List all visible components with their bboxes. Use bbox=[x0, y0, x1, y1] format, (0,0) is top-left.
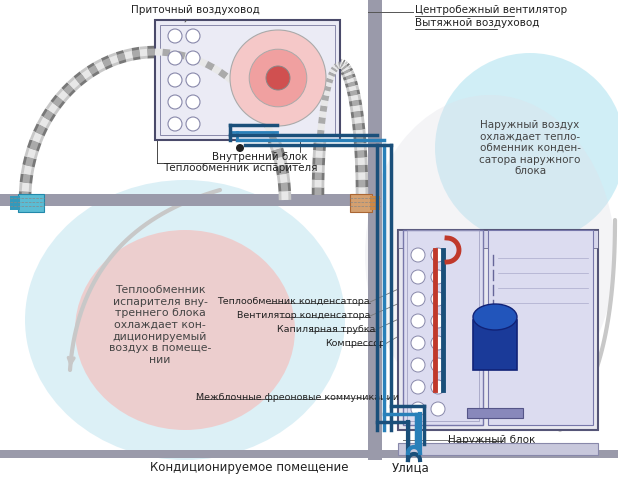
Bar bbox=[403, 230, 483, 425]
Bar bbox=[155, 20, 340, 140]
Circle shape bbox=[435, 53, 618, 243]
Circle shape bbox=[431, 358, 445, 372]
Bar bbox=[370, 196, 380, 210]
Text: Вентилятор конденсатора: Вентилятор конденсатора bbox=[237, 312, 370, 320]
Bar bbox=[368, 0, 382, 460]
Ellipse shape bbox=[365, 95, 615, 415]
Text: Теплообменник испарителя: Теплообменник испарителя bbox=[163, 163, 317, 173]
Circle shape bbox=[186, 29, 200, 43]
Text: Центробежный вентилятор: Центробежный вентилятор bbox=[415, 5, 567, 15]
Ellipse shape bbox=[473, 304, 517, 330]
Circle shape bbox=[236, 144, 244, 152]
Text: Наружный воздух
охлаждает тепло-
обменник конден-
сатора наружного
блока: Наружный воздух охлаждает тепло- обменни… bbox=[480, 120, 581, 176]
Ellipse shape bbox=[25, 180, 345, 460]
Bar bbox=[398, 230, 598, 430]
Bar bbox=[467, 408, 523, 418]
Bar bbox=[398, 230, 598, 248]
Ellipse shape bbox=[75, 230, 295, 430]
Circle shape bbox=[186, 117, 200, 131]
Circle shape bbox=[186, 73, 200, 87]
Circle shape bbox=[411, 358, 425, 372]
Circle shape bbox=[431, 314, 445, 328]
Text: Теплообменник конденсатора: Теплообменник конденсатора bbox=[218, 298, 370, 306]
Circle shape bbox=[168, 51, 182, 65]
Circle shape bbox=[168, 117, 182, 131]
Circle shape bbox=[411, 270, 425, 284]
Circle shape bbox=[431, 336, 445, 350]
Text: Приточный воздуховод: Приточный воздуховод bbox=[130, 5, 260, 22]
Bar bbox=[10, 196, 20, 210]
Circle shape bbox=[411, 292, 425, 306]
Circle shape bbox=[411, 402, 425, 416]
Text: Вытяжной воздуховод: Вытяжной воздуховод bbox=[415, 18, 540, 28]
Bar bbox=[488, 230, 593, 425]
Bar bbox=[160, 25, 335, 135]
Bar bbox=[473, 320, 517, 370]
Text: Наружный блок: Наружный блок bbox=[448, 435, 535, 445]
Bar bbox=[350, 194, 372, 212]
Bar bbox=[398, 443, 598, 455]
Circle shape bbox=[411, 248, 425, 262]
Circle shape bbox=[230, 30, 326, 126]
Text: Межблочные фреоновые коммуникации: Межблочные фреоновые коммуникации bbox=[196, 393, 399, 402]
Circle shape bbox=[431, 248, 445, 262]
Circle shape bbox=[431, 380, 445, 394]
Text: Теплообменник
испарителя вну-
треннего блока
охлаждает кон-
диционируемый
воздух: Теплообменник испарителя вну- треннего б… bbox=[109, 285, 211, 365]
Circle shape bbox=[186, 95, 200, 109]
Text: Внутренний блок: Внутренний блок bbox=[212, 152, 308, 162]
Circle shape bbox=[168, 73, 182, 87]
Circle shape bbox=[411, 336, 425, 350]
Text: Кондиционируемое помещение: Кондиционируемое помещение bbox=[150, 461, 348, 474]
Circle shape bbox=[431, 402, 445, 416]
Circle shape bbox=[168, 29, 182, 43]
Bar bbox=[407, 230, 479, 421]
Bar bbox=[0, 194, 382, 206]
Circle shape bbox=[266, 66, 290, 90]
Circle shape bbox=[411, 380, 425, 394]
Circle shape bbox=[249, 49, 307, 107]
Circle shape bbox=[168, 95, 182, 109]
Circle shape bbox=[431, 292, 445, 306]
Text: Улица: Улица bbox=[392, 461, 430, 474]
Text: Капилярная трубка: Капилярная трубка bbox=[277, 325, 375, 335]
Circle shape bbox=[186, 51, 200, 65]
Circle shape bbox=[431, 270, 445, 284]
Circle shape bbox=[411, 314, 425, 328]
Bar bbox=[18, 194, 44, 212]
Text: Компрессор: Компрессор bbox=[325, 339, 385, 349]
Bar bbox=[0, 450, 618, 458]
